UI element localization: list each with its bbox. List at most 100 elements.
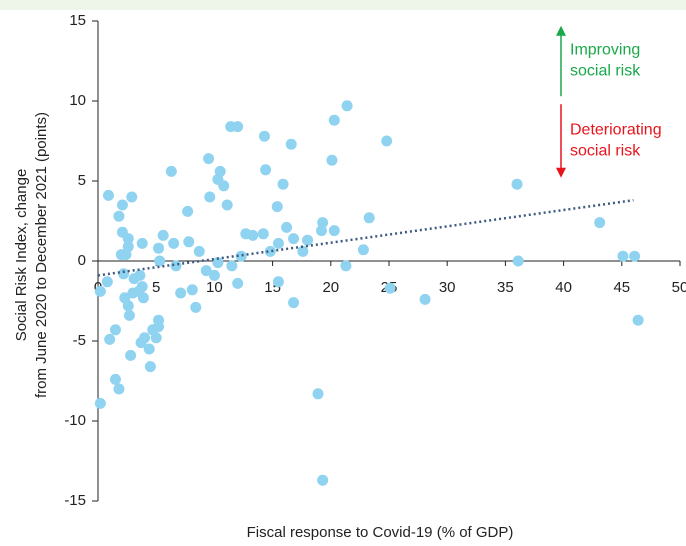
x-tick-label: 5: [152, 279, 160, 296]
point: [326, 154, 338, 166]
point: [94, 285, 106, 297]
point: [317, 217, 329, 229]
point: [288, 297, 300, 309]
y-tick-label: -10: [64, 412, 86, 429]
point: [221, 199, 233, 211]
x-tick-label: 30: [439, 279, 456, 296]
point: [317, 474, 329, 486]
point: [381, 135, 393, 147]
point: [226, 260, 238, 272]
point: [186, 284, 198, 296]
point: [285, 138, 297, 150]
point: [150, 332, 162, 344]
point: [183, 236, 195, 248]
point: [212, 257, 224, 269]
point: [113, 383, 125, 395]
point: [101, 276, 113, 288]
point: [143, 343, 155, 355]
point: [104, 333, 116, 345]
annotation-arrowhead: [556, 25, 566, 36]
point: [200, 265, 212, 277]
point: [258, 130, 270, 142]
point: [218, 180, 230, 192]
point: [232, 277, 244, 289]
point: [328, 225, 340, 237]
x-tick-label: 10: [206, 279, 223, 296]
point: [136, 281, 148, 293]
point: [363, 212, 375, 224]
y-tick-label: -15: [64, 492, 86, 509]
point: [281, 221, 293, 233]
y-axis-title-line: from June 2020 to December 2021 (points): [33, 112, 50, 398]
point: [257, 228, 269, 240]
point: [340, 260, 352, 272]
point: [235, 250, 247, 262]
point: [328, 114, 340, 126]
point: [102, 189, 114, 201]
point: [137, 292, 149, 304]
point: [357, 244, 369, 256]
annotation-text: social risk: [570, 63, 641, 80]
x-tick-label: 35: [497, 279, 514, 296]
point: [312, 388, 324, 400]
point: [182, 205, 194, 217]
point: [247, 229, 259, 241]
point: [122, 233, 134, 245]
point: [190, 301, 202, 313]
point: [594, 217, 606, 229]
x-tick-label: 50: [672, 279, 686, 296]
y-axis-title: Social Risk Index, change from June 2020…: [13, 112, 50, 398]
x-tick-label: 40: [555, 279, 572, 296]
point: [122, 241, 134, 253]
point: [260, 164, 272, 176]
point: [297, 245, 309, 257]
point: [232, 121, 244, 133]
y-tick-label: 0: [78, 252, 86, 269]
point: [208, 269, 220, 281]
trendline: [97, 198, 634, 277]
point: [341, 100, 353, 112]
point: [277, 178, 289, 190]
point: [136, 237, 148, 249]
point: [139, 332, 151, 344]
y-tick-label: -5: [73, 332, 86, 349]
point: [168, 237, 180, 249]
point: [153, 242, 165, 254]
point: [118, 268, 130, 280]
point: [157, 229, 169, 241]
point: [384, 282, 396, 294]
point: [153, 314, 165, 326]
point: [144, 361, 156, 373]
point: [126, 191, 138, 203]
point: [122, 300, 134, 312]
point: [511, 178, 523, 190]
point: [94, 397, 106, 409]
point: [214, 165, 226, 177]
point: [271, 201, 283, 213]
point: [170, 260, 182, 272]
point: [123, 309, 135, 321]
point: [288, 233, 300, 245]
point: [272, 237, 284, 249]
x-tick-label: 45: [613, 279, 630, 296]
point: [109, 373, 121, 385]
top-band: [0, 0, 686, 10]
annotation-arrowhead: [556, 167, 566, 178]
point: [302, 234, 314, 246]
point: [113, 210, 125, 222]
point: [175, 287, 187, 299]
y-tick-label: 15: [69, 12, 86, 29]
y-tick-label: 5: [78, 172, 86, 189]
y-axis-title-line: Social Risk Index, change: [13, 169, 30, 342]
point: [154, 255, 166, 267]
annotation-text: Deteriorating: [570, 122, 662, 139]
x-tick-label: 20: [322, 279, 339, 296]
point: [629, 250, 641, 262]
point: [632, 314, 644, 326]
point: [125, 349, 137, 361]
point: [512, 255, 524, 267]
point: [617, 250, 629, 262]
point: [204, 191, 216, 203]
point: [419, 293, 431, 305]
